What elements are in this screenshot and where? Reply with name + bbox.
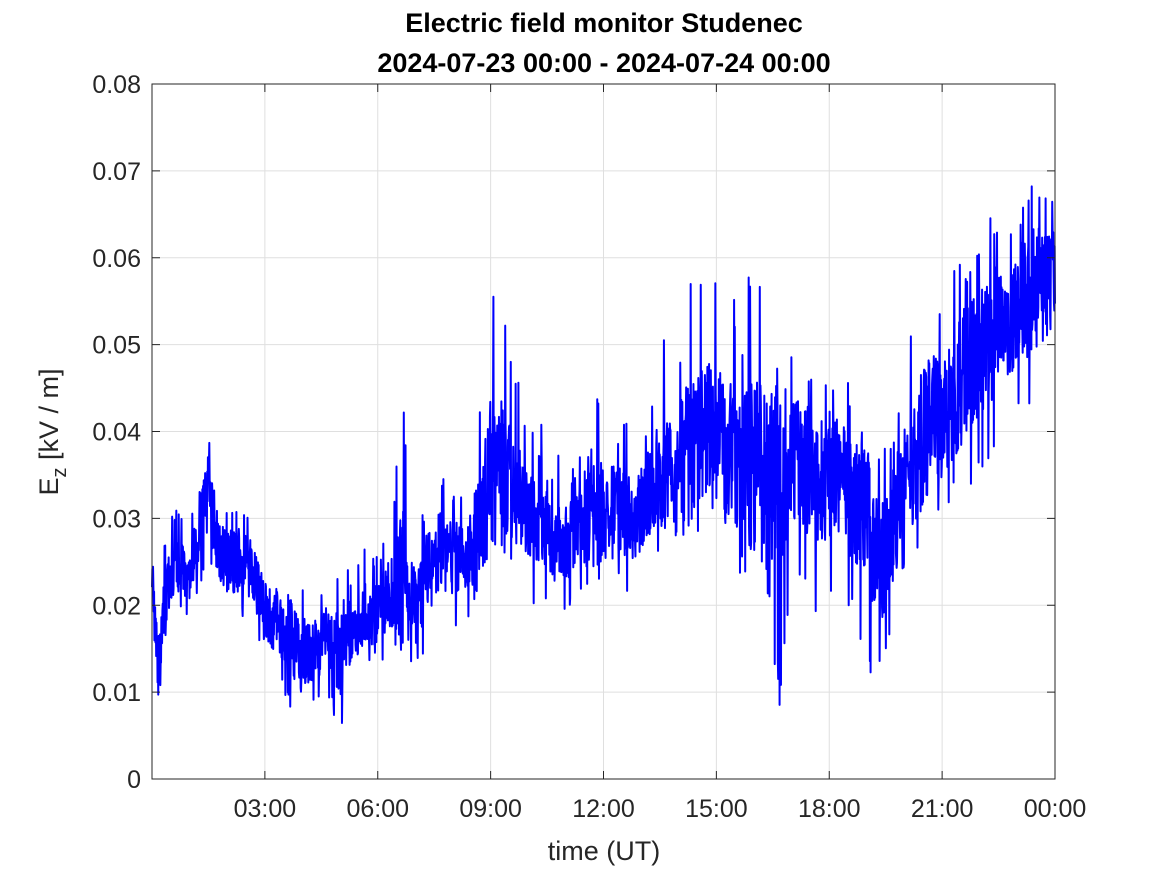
y-tick-label: 0.02 bbox=[92, 592, 141, 620]
data-series bbox=[151, 185, 1056, 724]
x-tick-label: 09:00 bbox=[459, 795, 522, 823]
y-axis-label: Ez [kV / m] bbox=[34, 368, 71, 495]
y-tick-label: 0 bbox=[127, 766, 141, 794]
y-axis-label-units: [kV / m] bbox=[34, 368, 64, 467]
y-tick-label: 0.03 bbox=[92, 505, 141, 533]
x-tick-label: 12:00 bbox=[572, 795, 635, 823]
ez-series-line bbox=[151, 185, 1056, 724]
y-tick-label: 0.01 bbox=[92, 679, 141, 707]
x-tick-label: 00:00 bbox=[1024, 795, 1087, 823]
y-tick-label: 0.07 bbox=[92, 158, 141, 186]
x-tick-labels: 03:00 06:00 09:00 12:00 15:00 18:00 21:00 00:00 bbox=[234, 795, 1087, 823]
y-axis-label-main: E bbox=[34, 478, 64, 496]
x-tick-label: 18:00 bbox=[798, 795, 861, 823]
chart-title: Electric field monitor Studenec bbox=[405, 8, 803, 38]
y-axis-label-sub: z bbox=[49, 468, 71, 478]
x-tick-label: 06:00 bbox=[346, 795, 409, 823]
x-tick-label: 15:00 bbox=[685, 795, 748, 823]
chart-subtitle: 2024-07-23 00:00 - 2024-07-24 00:00 bbox=[377, 48, 830, 78]
y-tick-label: 0.05 bbox=[92, 332, 141, 360]
y-tick-labels: 0 0.01 0.02 0.03 0.04 0.05 0.06 0.07 0.08 bbox=[92, 71, 141, 794]
x-tick-label: 21:00 bbox=[911, 795, 974, 823]
x-axis-label: time (UT) bbox=[548, 836, 660, 866]
y-tick-label: 0.08 bbox=[92, 71, 141, 99]
y-tick-label: 0.04 bbox=[92, 419, 141, 447]
y-tick-label: 0.06 bbox=[92, 245, 141, 273]
axis-ticks bbox=[152, 83, 1056, 780]
x-tick-label: 03:00 bbox=[234, 795, 297, 823]
